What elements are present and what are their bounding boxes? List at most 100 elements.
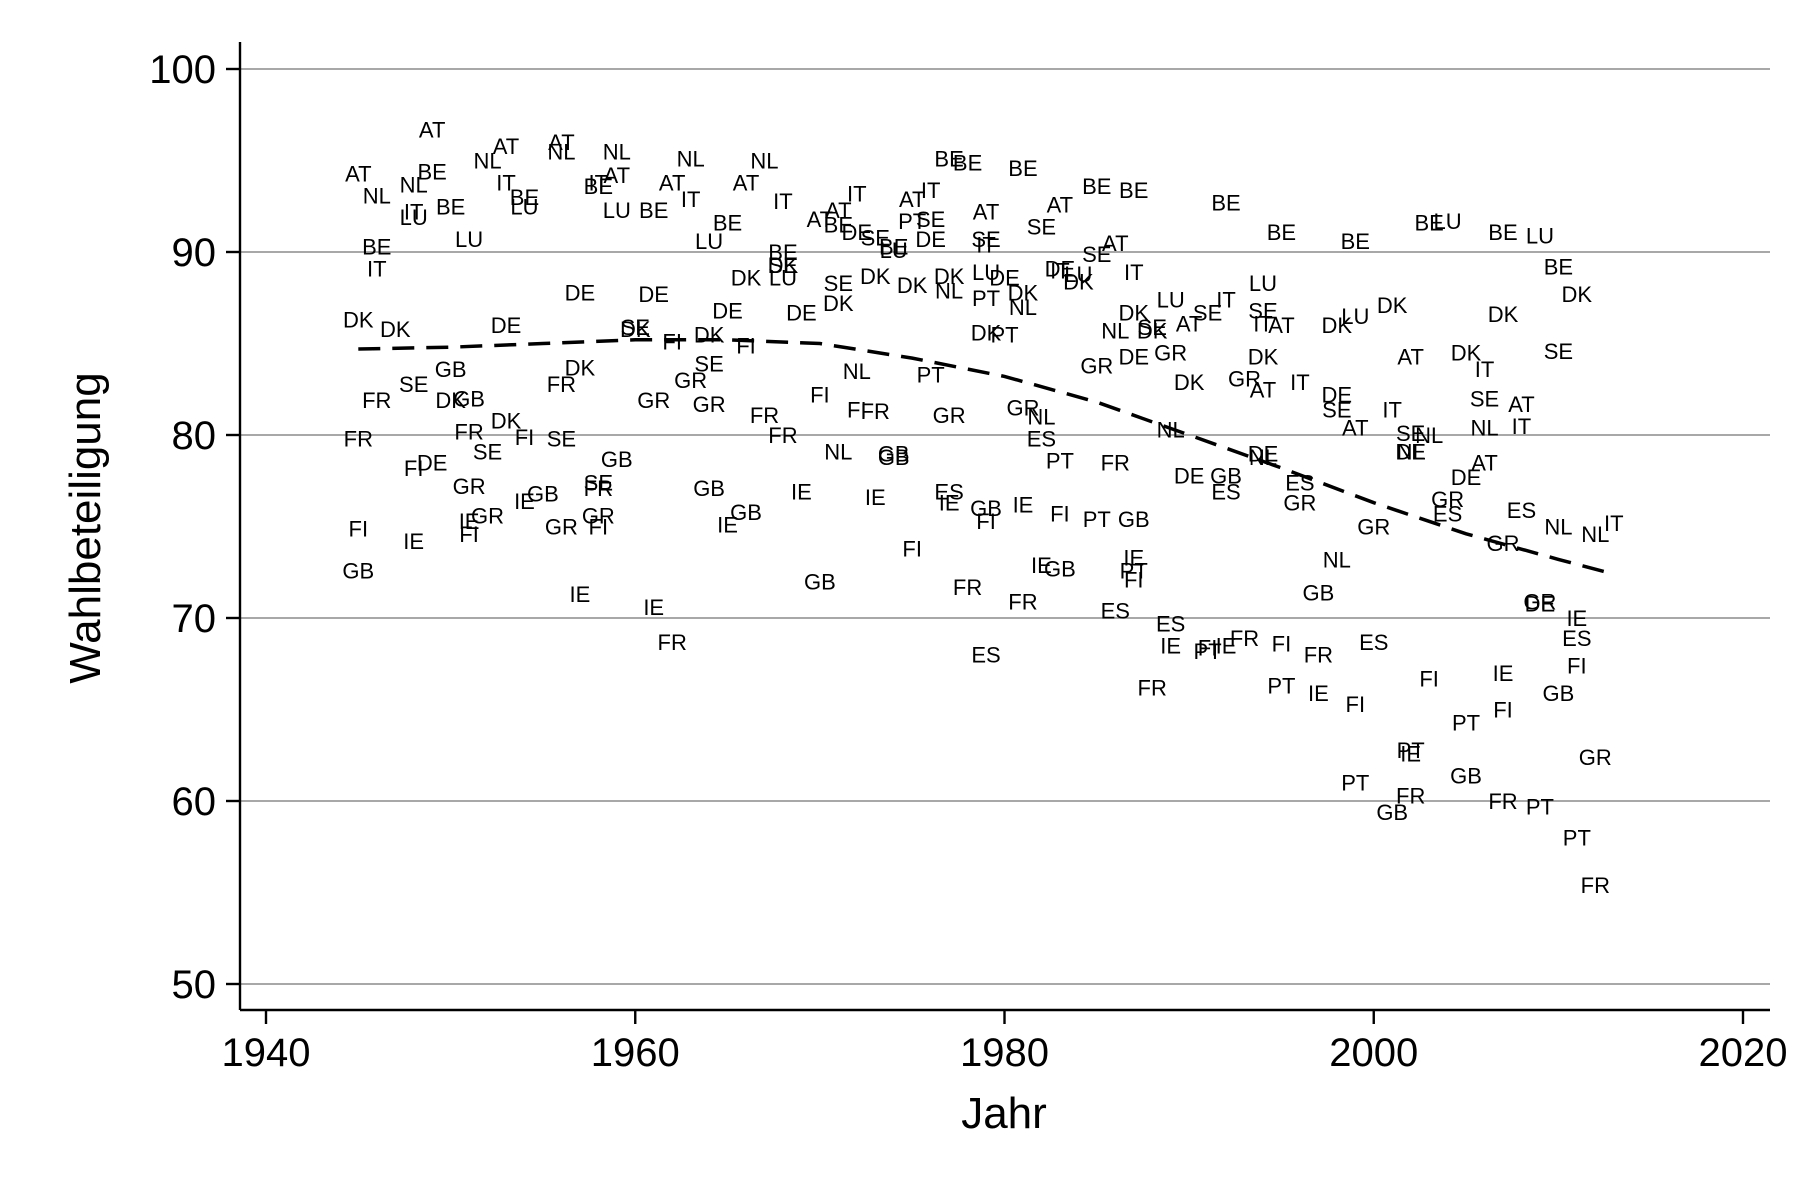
point-AT-0: AT xyxy=(345,161,371,186)
point-FI-156: FI xyxy=(1050,502,1070,527)
x-tick-label-2020: 2020 xyxy=(1699,1031,1788,1075)
point-SE-145: SE xyxy=(1027,214,1056,239)
point-SE-158: SE xyxy=(1082,242,1111,267)
point-FR-54: FR xyxy=(584,476,613,501)
point-SE-261: SE xyxy=(1544,339,1573,364)
point-NL-259: NL xyxy=(1544,515,1572,540)
point-NL-102: NL xyxy=(843,359,871,384)
point-FR-175: FR xyxy=(1138,676,1167,701)
point-ES-192: ES xyxy=(1211,480,1240,505)
point-IE-107: IE xyxy=(865,485,886,510)
point-IT-242: IT xyxy=(1475,357,1495,382)
point-ES-147: ES xyxy=(1027,427,1056,452)
point-GB-78: GB xyxy=(730,500,762,525)
point-IT-253: IT xyxy=(1512,414,1532,439)
point-ES-123: ES xyxy=(934,480,963,505)
point-GB-239: GB xyxy=(1450,763,1482,788)
point-LU-14: LU xyxy=(400,205,428,230)
point-BE-108: BE xyxy=(879,235,908,260)
point-FI-172: FI xyxy=(1124,568,1144,593)
point-FR-9: FR xyxy=(362,388,391,413)
point-FR-64: FR xyxy=(658,630,687,655)
point-IT-151: IT xyxy=(1050,258,1070,283)
point-FI-26: FI xyxy=(459,522,479,547)
y-tick-label-100: 100 xyxy=(149,48,216,92)
y-tick-label-70: 70 xyxy=(172,597,217,641)
trend-layer xyxy=(358,338,1615,576)
point-IT-3: IT xyxy=(367,256,387,281)
point-AT-29: AT xyxy=(493,134,519,159)
point-SE-35: SE xyxy=(473,439,502,464)
point-GB-53: GB xyxy=(601,447,633,472)
point-FR-106: FR xyxy=(861,399,890,424)
point-DK-114: DK xyxy=(897,273,928,298)
point-AT-41: AT xyxy=(548,130,574,155)
point-BE-139: BE xyxy=(1008,156,1037,181)
point-FI-186: FI xyxy=(1198,635,1218,660)
point-PT-238: PT xyxy=(1452,710,1480,735)
point-DK-195: DK xyxy=(1248,344,1279,369)
point-IE-208: IE xyxy=(1308,681,1329,706)
point-FI-115: FI xyxy=(902,536,922,561)
point-FI-234: FI xyxy=(1419,666,1439,691)
point-BE-126: BE xyxy=(953,150,982,175)
point-IE-230: IE xyxy=(1400,741,1421,766)
point-DE-76: DE xyxy=(712,299,743,324)
point-NL-66: NL xyxy=(677,147,705,172)
point-AT-150: AT xyxy=(1047,192,1073,217)
y-tick-label-50: 50 xyxy=(172,963,217,1007)
point-AT-194: AT xyxy=(1250,377,1276,402)
point-FI-6: FI xyxy=(349,516,369,541)
point-NL-141: NL xyxy=(1009,295,1037,320)
point-DK-34: DK xyxy=(491,408,522,433)
point-NL-99: NL xyxy=(824,439,852,464)
point-FR-162: FR xyxy=(1101,450,1130,475)
point-LU-235: LU xyxy=(1434,209,1462,234)
point-DK-174: DK xyxy=(1137,319,1168,344)
point-GR-23: GR xyxy=(453,474,486,499)
point-IT-116: IT xyxy=(921,178,941,203)
point-DK-154: DK xyxy=(1063,269,1094,294)
point-AT-67: AT xyxy=(659,170,685,195)
point-ES-161: ES xyxy=(1101,599,1130,624)
point-IE-90: IE xyxy=(791,480,812,505)
point-IE-24: IE xyxy=(403,529,424,554)
point-NL-46: NL xyxy=(603,139,631,164)
point-GB-93: GB xyxy=(804,569,836,594)
point-BE-31: BE xyxy=(510,185,539,210)
point-LU-131: LU xyxy=(972,260,1000,285)
point-PT-155: PT xyxy=(1046,449,1074,474)
point-PT-119: PT xyxy=(917,363,945,388)
point-ES-252: ES xyxy=(1507,498,1536,523)
point-GR-69: GR xyxy=(674,368,707,393)
point-AT-80: AT xyxy=(733,170,759,195)
point-GB-169: GB xyxy=(1118,507,1150,532)
point-DE-152: DE xyxy=(1045,256,1076,281)
point-FR-20: FR xyxy=(454,419,483,444)
point-PT-266: PT xyxy=(1563,826,1591,851)
point-GR-40: GR xyxy=(545,515,578,540)
point-LU-32: LU xyxy=(510,194,538,219)
point-DK-182: DK xyxy=(1174,370,1205,395)
point-GR-125: GR xyxy=(933,403,966,428)
point-GR-159: GR xyxy=(1080,353,1113,378)
point-GB-110: GB xyxy=(878,441,910,466)
point-IE-148: IE xyxy=(1031,553,1052,578)
point-DK-79: DK xyxy=(731,266,762,291)
y-tick-label-60: 60 xyxy=(172,780,217,824)
point-SE-185: SE xyxy=(1193,300,1222,325)
point-GR-256: GR xyxy=(1523,590,1556,615)
point-LU-88: LU xyxy=(769,266,797,291)
point-FR-209: FR xyxy=(1304,643,1333,668)
point-BE-120: BE xyxy=(934,147,963,172)
point-IE-63: IE xyxy=(643,595,664,620)
point-DE-21: DE xyxy=(417,450,448,475)
point-NL-164: NL xyxy=(1101,319,1129,344)
point-SE-225: SE xyxy=(1396,421,1425,446)
point-DE-241: DE xyxy=(1451,465,1482,490)
point-NL-1: NL xyxy=(363,183,391,208)
point-GB-149: GB xyxy=(1044,557,1076,582)
point-NL-146: NL xyxy=(1027,405,1055,430)
point-FR-270: FR xyxy=(1581,873,1610,898)
point-GB-210: GB xyxy=(1302,580,1334,605)
